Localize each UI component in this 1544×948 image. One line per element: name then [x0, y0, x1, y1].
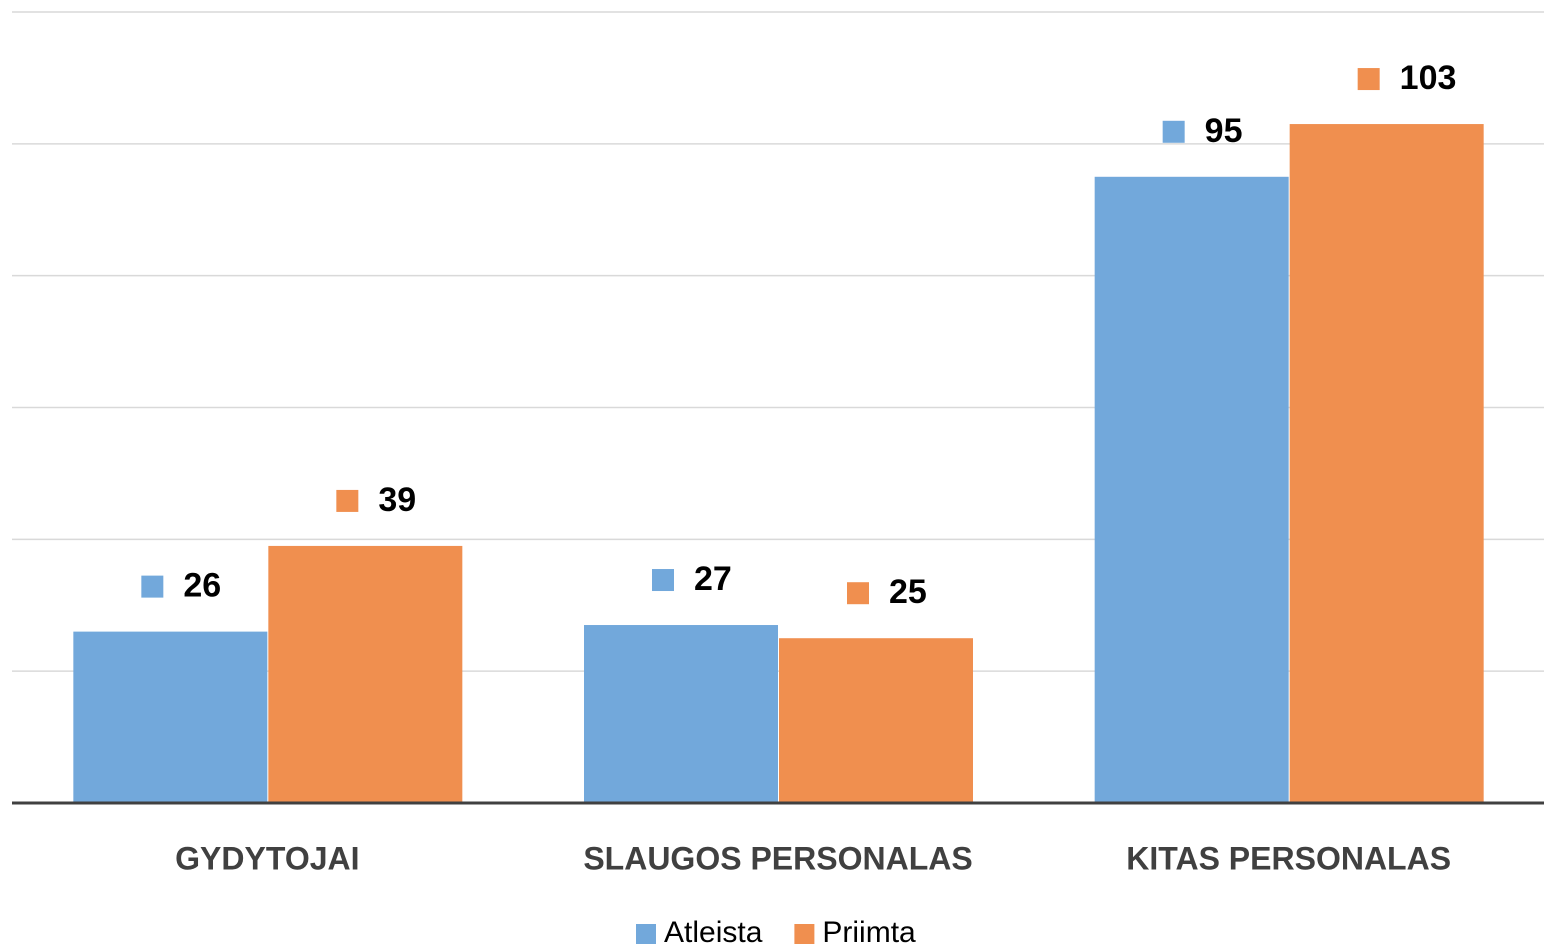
legend-label: Atleista — [664, 916, 763, 948]
label-key — [141, 575, 164, 598]
bar — [1289, 124, 1484, 803]
legend-label: Priimta — [822, 916, 916, 948]
data-label: 27 — [694, 560, 732, 598]
data-label: 26 — [183, 567, 221, 605]
data-label: 103 — [1400, 59, 1457, 97]
data-label: 25 — [889, 573, 927, 611]
label-key — [847, 582, 869, 605]
label-key — [1357, 68, 1380, 91]
x-tick-label: SLAUGOS PERSONALAS — [583, 840, 972, 876]
label-key — [652, 569, 674, 592]
label-key — [336, 489, 359, 512]
bar — [1094, 176, 1289, 803]
bar — [779, 638, 973, 803]
x-tick-label: GYDYTOJAI — [175, 840, 359, 876]
label-key — [1162, 120, 1185, 143]
x-tick-label: KITAS PERSONALAS — [1126, 840, 1451, 876]
bar — [268, 545, 463, 803]
legend-key — [636, 924, 656, 944]
data-label: 39 — [378, 481, 416, 519]
data-label: 95 — [1205, 112, 1243, 150]
bar — [584, 625, 778, 803]
legend-key — [794, 924, 815, 944]
bar — [73, 631, 268, 803]
